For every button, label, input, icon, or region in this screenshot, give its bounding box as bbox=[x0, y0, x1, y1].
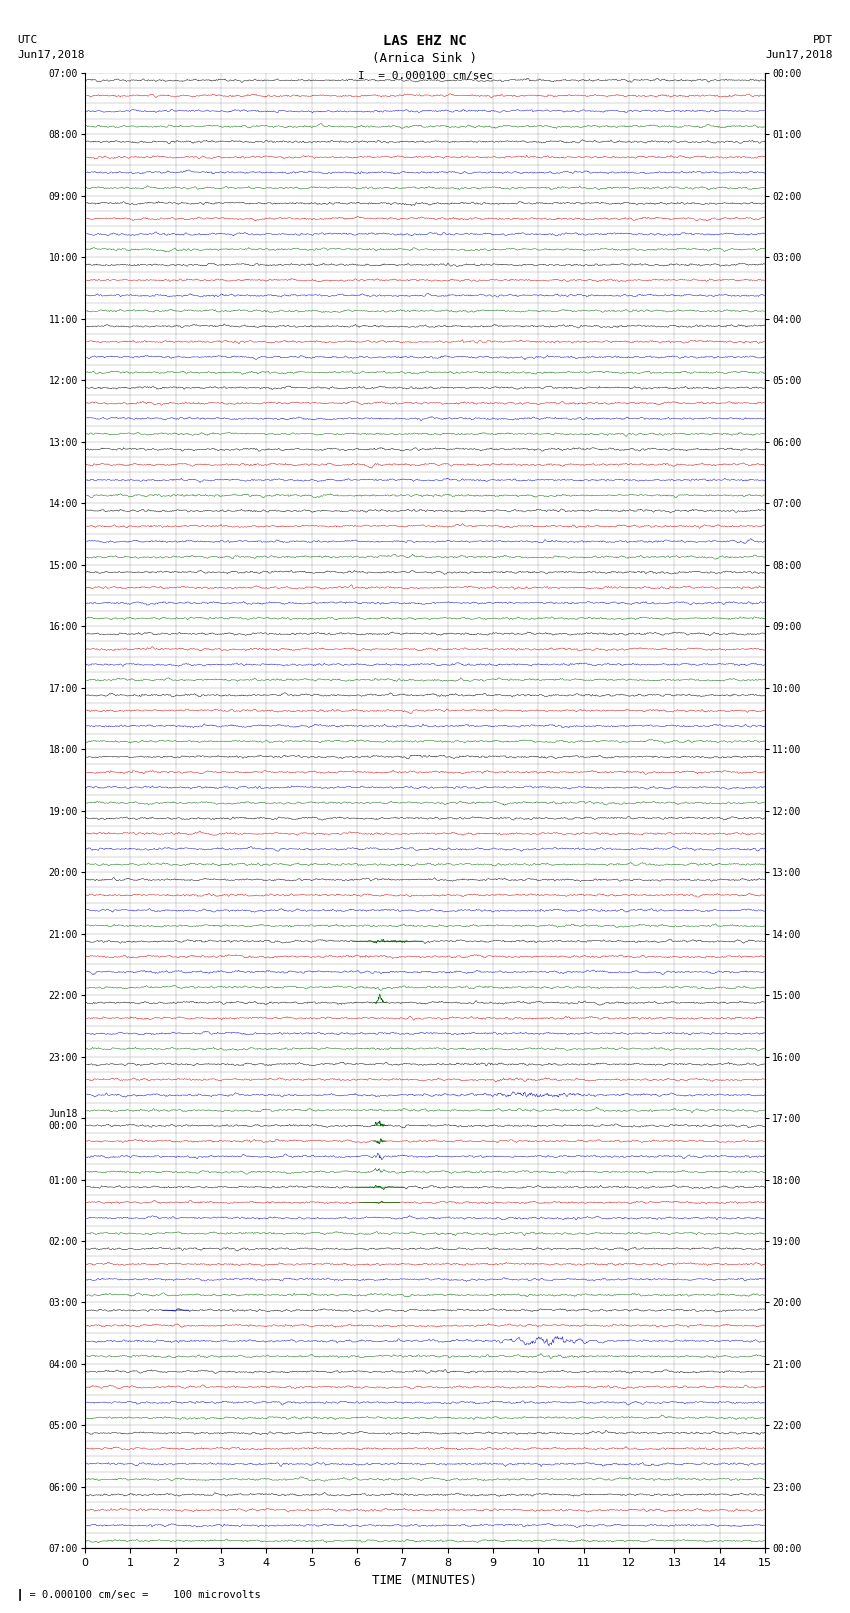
Text: LAS EHZ NC: LAS EHZ NC bbox=[383, 34, 467, 48]
Text: PDT: PDT bbox=[813, 35, 833, 45]
Text: UTC: UTC bbox=[17, 35, 37, 45]
Text: Jun17,2018: Jun17,2018 bbox=[17, 50, 84, 60]
Text: ┃ = 0.000100 cm/sec =    100 microvolts: ┃ = 0.000100 cm/sec = 100 microvolts bbox=[17, 1589, 261, 1600]
Text: I  = 0.000100 cm/sec: I = 0.000100 cm/sec bbox=[358, 71, 492, 81]
Text: Jun17,2018: Jun17,2018 bbox=[766, 50, 833, 60]
Text: (Arnica Sink ): (Arnica Sink ) bbox=[372, 52, 478, 65]
X-axis label: TIME (MINUTES): TIME (MINUTES) bbox=[372, 1574, 478, 1587]
